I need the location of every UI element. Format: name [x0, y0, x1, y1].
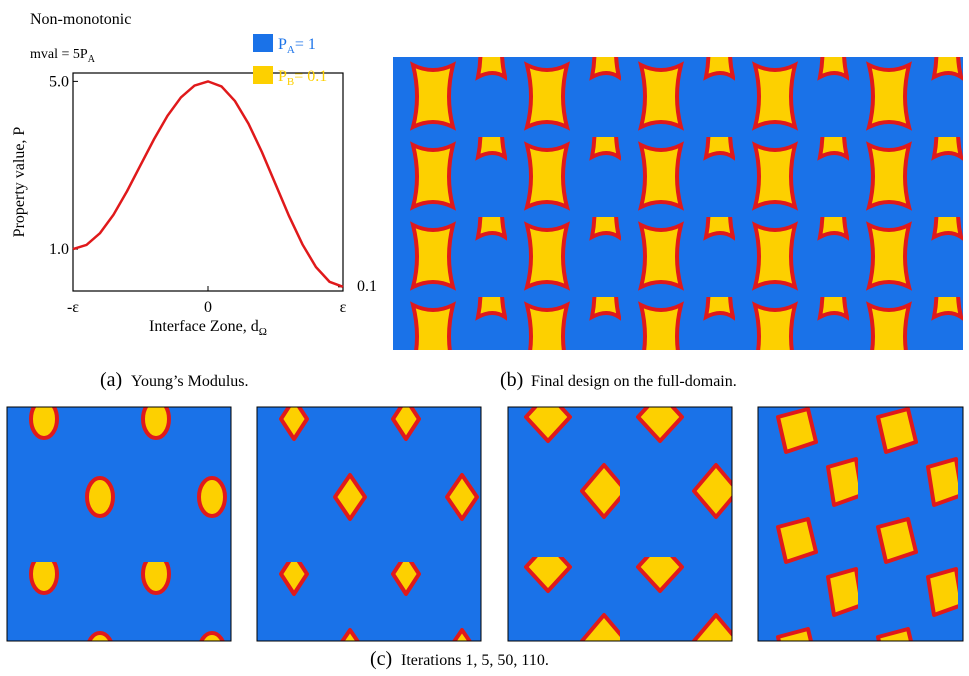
- x-tick-label: -ε: [67, 299, 79, 316]
- caption-text: Young’s Modulus.: [131, 373, 249, 390]
- x-tick-label: ε: [340, 299, 347, 316]
- iteration-image: [6, 406, 232, 642]
- legend-label: PB= 0.1: [278, 68, 327, 88]
- iteration-image: [256, 406, 482, 642]
- legend-sub: B: [287, 76, 294, 88]
- legend-label: PA= 1: [278, 36, 316, 56]
- y2-tick-label: 0.1: [357, 278, 377, 295]
- chart-subtitle: mval = 5PA: [30, 47, 96, 65]
- data-line: [72, 80, 344, 288]
- legend-sub: A: [287, 44, 295, 56]
- iteration-image: [507, 406, 733, 642]
- x-tick-label: 0: [204, 299, 212, 316]
- legend-value: = 0.1: [294, 68, 327, 85]
- legend-swatch: [253, 66, 273, 84]
- chart-title: Non-monotonic: [30, 11, 131, 28]
- y-tick-label: 1.0: [49, 241, 69, 258]
- caption-text: Final design on the full-domain.: [531, 373, 737, 390]
- final-design-image: [393, 57, 963, 350]
- x-axis-label: Interface Zone, dΩ: [149, 318, 267, 338]
- legend-symbol: P: [278, 36, 287, 53]
- legend-swatch: [253, 34, 273, 52]
- caption-text: Iterations 1, 5, 50, 110.: [401, 652, 549, 669]
- legend-value: = 1: [295, 36, 316, 53]
- legend-symbol: P: [278, 68, 287, 85]
- y-axis-label: Property value, P: [11, 127, 28, 238]
- caption-label: (b): [500, 369, 523, 391]
- caption-label: (a): [100, 369, 122, 391]
- iteration-image: [757, 406, 964, 642]
- plot-frame: [72, 72, 344, 292]
- y-tick-label: 5.0: [49, 73, 69, 90]
- caption-label: (c): [370, 648, 392, 670]
